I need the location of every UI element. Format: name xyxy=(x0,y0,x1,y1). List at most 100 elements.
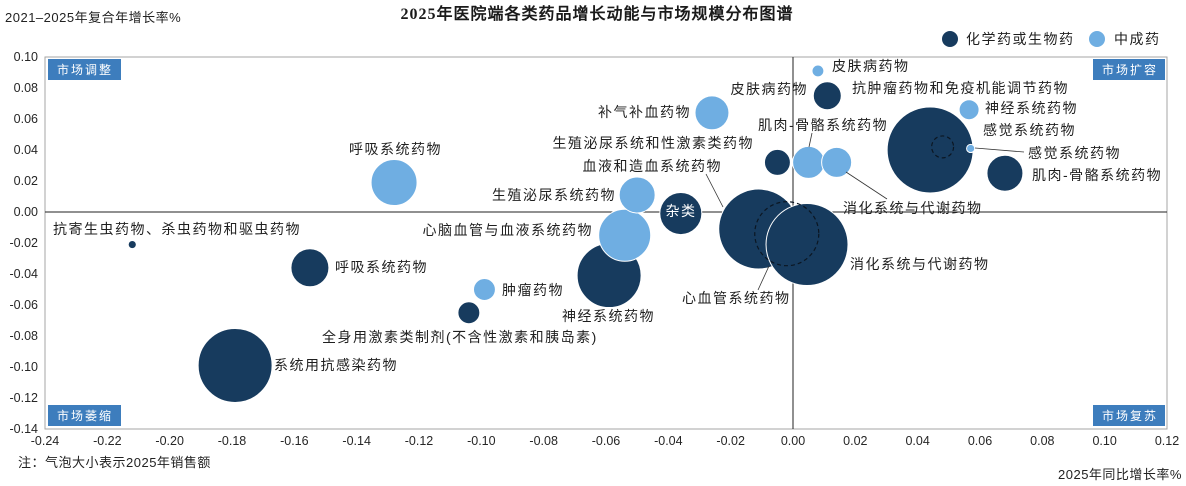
x-tick-label: 0.02 xyxy=(843,434,867,448)
bubble-point xyxy=(754,201,820,267)
bubble-point xyxy=(598,208,652,262)
leader-line xyxy=(705,173,724,208)
bubble-point xyxy=(457,301,481,325)
bubble-point xyxy=(694,95,730,131)
leader-line xyxy=(974,147,1025,153)
y-tick-label: -0.02 xyxy=(10,236,39,250)
bubble-point xyxy=(821,146,853,178)
quadrant-box xyxy=(1093,405,1165,426)
legend-swatch-tcm xyxy=(1089,31,1105,47)
legend-label-tcm: 中成药 xyxy=(1114,31,1161,47)
x-tick-label: -0.08 xyxy=(529,434,558,448)
x-tick-label: -0.04 xyxy=(654,434,683,448)
bubble-label: 神经系统药物 xyxy=(985,100,1078,116)
quadrant-top-right: 市场扩容 xyxy=(1093,59,1165,80)
bubble-label: 系统用抗感染药物 xyxy=(274,357,398,373)
x-axis-label: 2025年同比增长率% xyxy=(1058,467,1182,482)
x-tick-label: 0.00 xyxy=(781,434,805,448)
chart-note: 注：气泡大小表示2025年销售额 xyxy=(18,455,211,470)
quadrant-top-left: 市场调整 xyxy=(48,59,121,80)
quadrant-bottom-right: 市场复苏 xyxy=(1093,405,1165,426)
quadrant-label: 市场复苏 xyxy=(1102,408,1158,423)
legend-swatch-chemical xyxy=(942,31,958,47)
bubble-label: 消化系统与代谢药物 xyxy=(843,200,983,216)
bubble-point xyxy=(370,159,418,207)
bubble-label: 全身用激素类制剂(不含性激素和胰岛素) xyxy=(322,329,598,345)
bubble-point xyxy=(127,239,137,250)
leader-line xyxy=(757,265,770,291)
bubble-label: 感觉系统药物 xyxy=(1028,145,1121,161)
bubble-label: 皮肤病药物 xyxy=(832,58,910,74)
x-tick-label: -0.22 xyxy=(93,434,122,448)
bubble-label: 杂类 xyxy=(666,203,697,219)
quadrant-bottom-left: 市场萎缩 xyxy=(48,405,121,426)
bubble-label: 心脑血管与血液系统药物 xyxy=(423,222,594,238)
quadrant-box xyxy=(48,59,121,80)
y-tick-label: 0.00 xyxy=(14,205,38,219)
plot-border xyxy=(44,56,1168,430)
bubble-label: 消化系统与代谢药物 xyxy=(850,256,990,272)
bubble-label: 补气补血药物 xyxy=(598,104,691,120)
bubble-label: 血液和造血系统药物 xyxy=(583,158,723,174)
leader-line xyxy=(845,171,888,200)
bubble-label: 抗肿瘤药物和免疫机能调节药物 xyxy=(852,80,1069,96)
x-tick-label: -0.06 xyxy=(592,434,621,448)
bubble-point xyxy=(765,203,849,287)
bubble-point xyxy=(886,106,974,194)
x-tick-label: 0.06 xyxy=(968,434,992,448)
legend: 化学药或生物药 中成药 xyxy=(942,31,1161,47)
bubble-label: 皮肤病药物 xyxy=(731,81,809,97)
quadrant-label: 市场扩容 xyxy=(1102,62,1158,77)
x-tick-label: -0.16 xyxy=(280,434,309,448)
bubble-point xyxy=(792,145,826,179)
bubble-label: 生殖泌尿系统和性激素类药物 xyxy=(553,135,755,151)
bubble-label: 心血管系统药物 xyxy=(682,290,791,306)
bubble-point xyxy=(763,148,791,176)
bubble-point xyxy=(986,154,1024,192)
chart-title: 2025年医院端各类药品增长动能与市场规模分布图谱 xyxy=(400,4,793,23)
bubble-label: 感觉系统药物 xyxy=(983,122,1076,138)
bubble-point xyxy=(931,135,955,159)
quadrant-label: 市场萎缩 xyxy=(57,408,113,423)
quadrant-label: 市场调整 xyxy=(57,62,113,77)
bubble-label: 生殖泌尿系统药物 xyxy=(492,187,616,203)
y-tick-label: 0.02 xyxy=(14,174,38,188)
bubble-point xyxy=(618,176,656,214)
bubble-point xyxy=(811,64,825,78)
x-tick-label: -0.10 xyxy=(467,434,496,448)
x-tick-label: 0.10 xyxy=(1092,434,1116,448)
x-tick-label: 0.08 xyxy=(1030,434,1054,448)
quadrant-box xyxy=(1093,59,1165,80)
bubble-label: 抗寄生虫药物、杀虫药物和驱虫药物 xyxy=(53,221,301,237)
y-tick-label: 0.06 xyxy=(14,112,38,126)
bubble-point xyxy=(958,99,980,121)
x-tick-label: -0.02 xyxy=(716,434,745,448)
y-tick-label: -0.04 xyxy=(10,267,39,281)
x-tick-label: -0.20 xyxy=(155,434,184,448)
y-axis-label: 2021–2025年复合年增长率% xyxy=(5,10,181,25)
bubble-point xyxy=(197,327,273,403)
bubbles-group xyxy=(127,64,1024,403)
bubble-point xyxy=(966,143,976,154)
y-tick-label: 0.08 xyxy=(14,81,38,95)
bubble-label: 肿瘤药物 xyxy=(502,282,564,298)
x-tick-label: -0.18 xyxy=(218,434,247,448)
bubble-point xyxy=(659,192,703,236)
bubble-label: 肌肉-骨骼系统药物 xyxy=(758,117,888,133)
x-tick-label: -0.14 xyxy=(342,434,371,448)
bubble-label: 呼吸系统药物 xyxy=(335,259,428,275)
quadrant-box xyxy=(48,405,121,426)
y-tick-label: 0.04 xyxy=(14,143,38,157)
legend-label-chemical: 化学药或生物药 xyxy=(966,31,1075,47)
x-tick-label: -0.24 xyxy=(31,434,60,448)
y-tick-label: -0.06 xyxy=(10,298,39,312)
y-tick-label: -0.14 xyxy=(10,422,39,436)
leader-line xyxy=(808,132,813,148)
bubble-point xyxy=(290,248,330,288)
y-tick-label: -0.12 xyxy=(10,391,39,405)
x-tick-label: -0.12 xyxy=(405,434,434,448)
x-tick-label: 0.12 xyxy=(1155,434,1179,448)
y-tick-label: -0.08 xyxy=(10,329,39,343)
